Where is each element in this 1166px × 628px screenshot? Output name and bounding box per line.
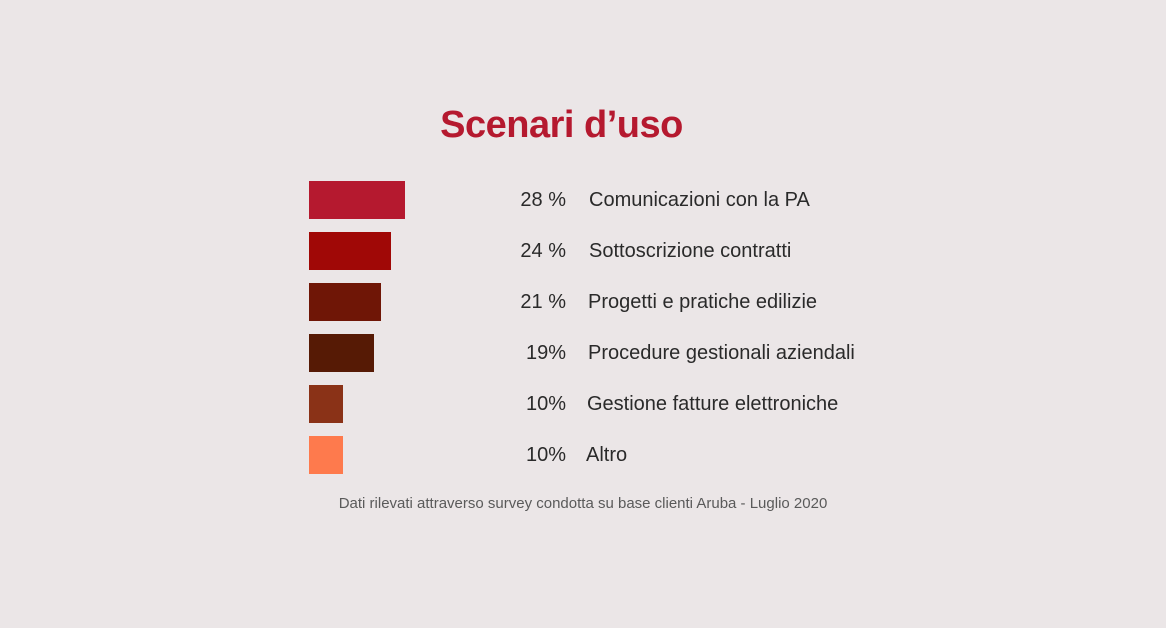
data-label: 28 % xyxy=(520,189,566,211)
category-label: Comunicazioni con la PA xyxy=(589,189,810,211)
category-label: Altro xyxy=(586,444,628,466)
bar xyxy=(309,385,343,423)
data-label: 10% xyxy=(525,444,566,466)
bar xyxy=(309,181,405,219)
data-label: 24 % xyxy=(520,240,566,262)
category-label: Progetti e pratiche edilizie xyxy=(588,291,818,313)
footnote: Dati rilevati attraverso survey condotta… xyxy=(338,495,828,512)
bar xyxy=(309,283,381,321)
category-label: Sottoscrizione contratti xyxy=(589,240,792,262)
bar xyxy=(309,436,343,474)
data-label: 19% xyxy=(525,342,566,364)
data-label: 21 % xyxy=(520,291,566,313)
bar xyxy=(309,232,391,270)
data-label: 10% xyxy=(525,393,566,415)
bar xyxy=(309,334,374,372)
category-label: Procedure gestionali aziendali xyxy=(588,342,855,364)
category-label: Gestione fatture elettroniche xyxy=(587,393,839,415)
chart-title: Scenari d’uso xyxy=(440,104,683,146)
